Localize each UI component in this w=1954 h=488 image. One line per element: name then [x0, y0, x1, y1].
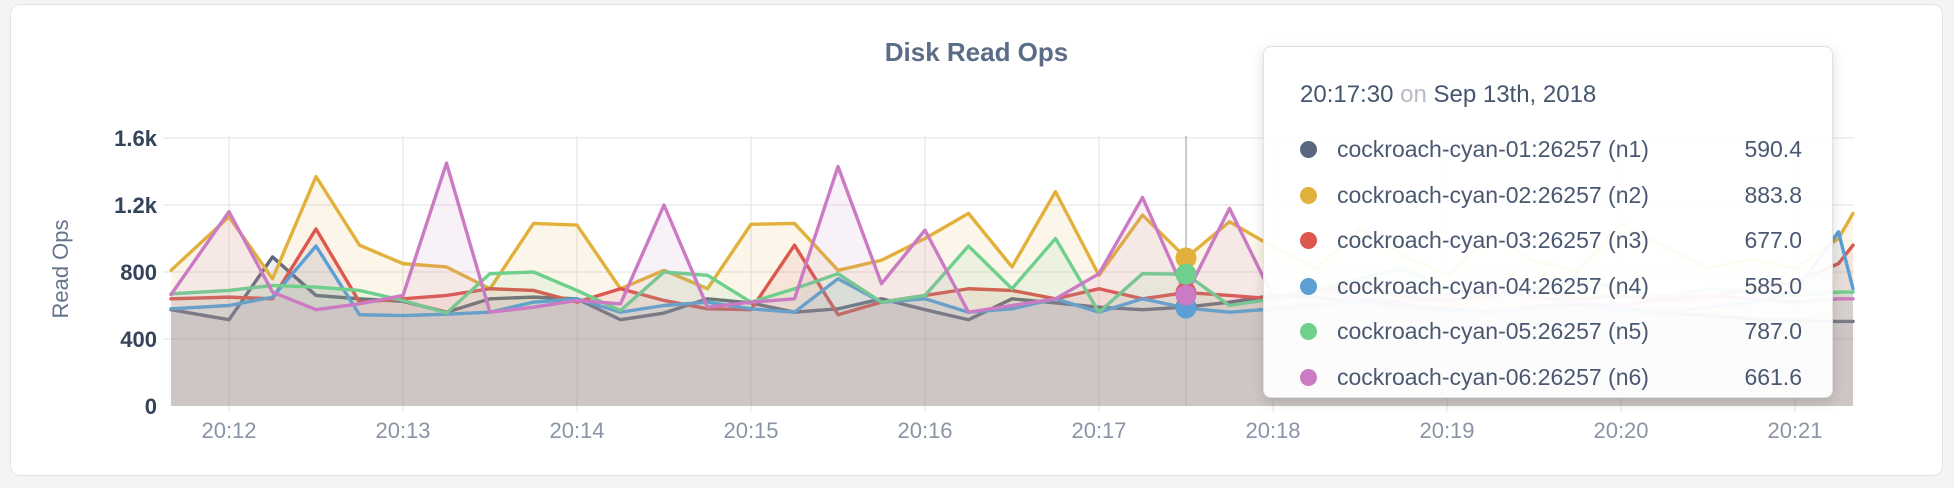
x-tick-label: 20:12: [201, 418, 256, 443]
y-tick-label: 400: [120, 327, 157, 352]
series-label: cockroach-cyan-04:26257 (n4): [1337, 272, 1649, 299]
series-value: 661.6: [1744, 363, 1802, 390]
x-tick-label: 20:17: [1071, 418, 1126, 443]
x-tick-label: 20:19: [1419, 418, 1474, 443]
x-tick-label: 20:20: [1593, 418, 1648, 443]
tooltip-series-list: cockroach-cyan-01:26257 (n1) 590.4 cockroa…: [1300, 127, 1802, 400]
x-tick-label: 20:14: [549, 418, 604, 443]
tooltip-series-row: cockroach-cyan-02:26257 (n2) 883.8: [1300, 173, 1802, 219]
y-tick-label: 1.2k: [114, 193, 158, 218]
series-value: 590.4: [1744, 136, 1802, 163]
tooltip-date: Sep 13th, 2018: [1433, 81, 1597, 108]
series-color-dot-icon: [1300, 186, 1317, 204]
series-color-dot-icon: [1300, 141, 1317, 159]
y-tick-label: 800: [120, 260, 157, 285]
tooltip-series-row: cockroach-cyan-06:26257 (n6) 661.6: [1300, 355, 1802, 401]
x-tick-label: 20:15: [723, 418, 778, 443]
series-color-dot-icon: [1300, 368, 1317, 386]
series-color-dot-icon: [1300, 277, 1317, 295]
series-color-dot-icon: [1300, 323, 1317, 341]
tooltip-series-row: cockroach-cyan-04:26257 (n4) 585.0: [1300, 264, 1802, 310]
series-value: 585.0: [1744, 272, 1802, 299]
series-color-dot-icon: [1300, 232, 1317, 250]
series-label: cockroach-cyan-03:26257 (n3): [1337, 227, 1649, 254]
series-value: 883.8: [1744, 181, 1802, 208]
hover-value-dot: [1175, 263, 1197, 285]
series-label: cockroach-cyan-06:26257 (n6): [1337, 363, 1649, 390]
x-tick-label: 20:21: [1767, 418, 1822, 443]
x-tick-label: 20:13: [375, 418, 430, 443]
y-tick-label: 1.6k: [114, 126, 158, 151]
series-value: 677.0: [1744, 227, 1802, 254]
series-value: 787.0: [1744, 318, 1802, 345]
chart-title: Disk Read Ops: [884, 37, 1069, 67]
chart-card: Disk Read Ops Read Ops 0 400 800 1.2k 1.6k 20…: [10, 4, 1943, 476]
tooltip-series-row: cockroach-cyan-03:26257 (n3) 677.0: [1300, 218, 1802, 264]
tooltip-time: 20:17:30: [1300, 81, 1394, 108]
series-label: cockroach-cyan-02:26257 (n2): [1337, 181, 1649, 208]
x-tick-label: 20:16: [897, 418, 952, 443]
hover-value-dot: [1175, 247, 1197, 269]
tooltip-series-row: cockroach-cyan-05:26257 (n5) 787.0: [1300, 309, 1802, 355]
y-tick-label: 0: [145, 394, 157, 419]
x-tick-label: 20:18: [1245, 418, 1300, 443]
tooltip-series-row: cockroach-cyan-01:26257 (n1) 590.4: [1300, 127, 1802, 173]
tooltip-timestamp: 20:17:30 on Sep 13th, 2018: [1300, 81, 1802, 109]
chart-tooltip: 20:17:30 on Sep 13th, 2018 cockroach-cya…: [1263, 46, 1833, 398]
tooltip-on-word: on: [1400, 81, 1427, 108]
series-label: cockroach-cyan-01:26257 (n1): [1337, 136, 1649, 163]
hover-value-dot: [1175, 284, 1197, 306]
series-label: cockroach-cyan-05:26257 (n5): [1337, 318, 1649, 345]
